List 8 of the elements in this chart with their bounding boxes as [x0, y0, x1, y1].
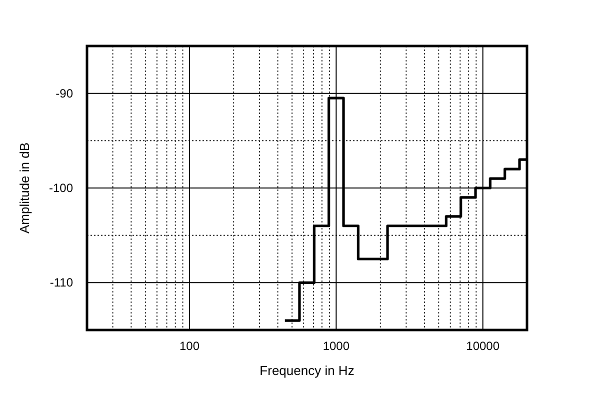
x-tick-label: 1000: [322, 339, 350, 353]
x-axis-title: Frequency in Hz: [260, 363, 354, 378]
y-tick-label: -100: [48, 181, 74, 195]
y-tick-label: -110: [50, 276, 74, 290]
y-axis-title: Amplitude in dB: [17, 142, 32, 234]
x-tick-label: 10000: [466, 339, 500, 353]
x-tick-label: 100: [180, 339, 200, 353]
y-tick-label: -90: [56, 86, 74, 100]
